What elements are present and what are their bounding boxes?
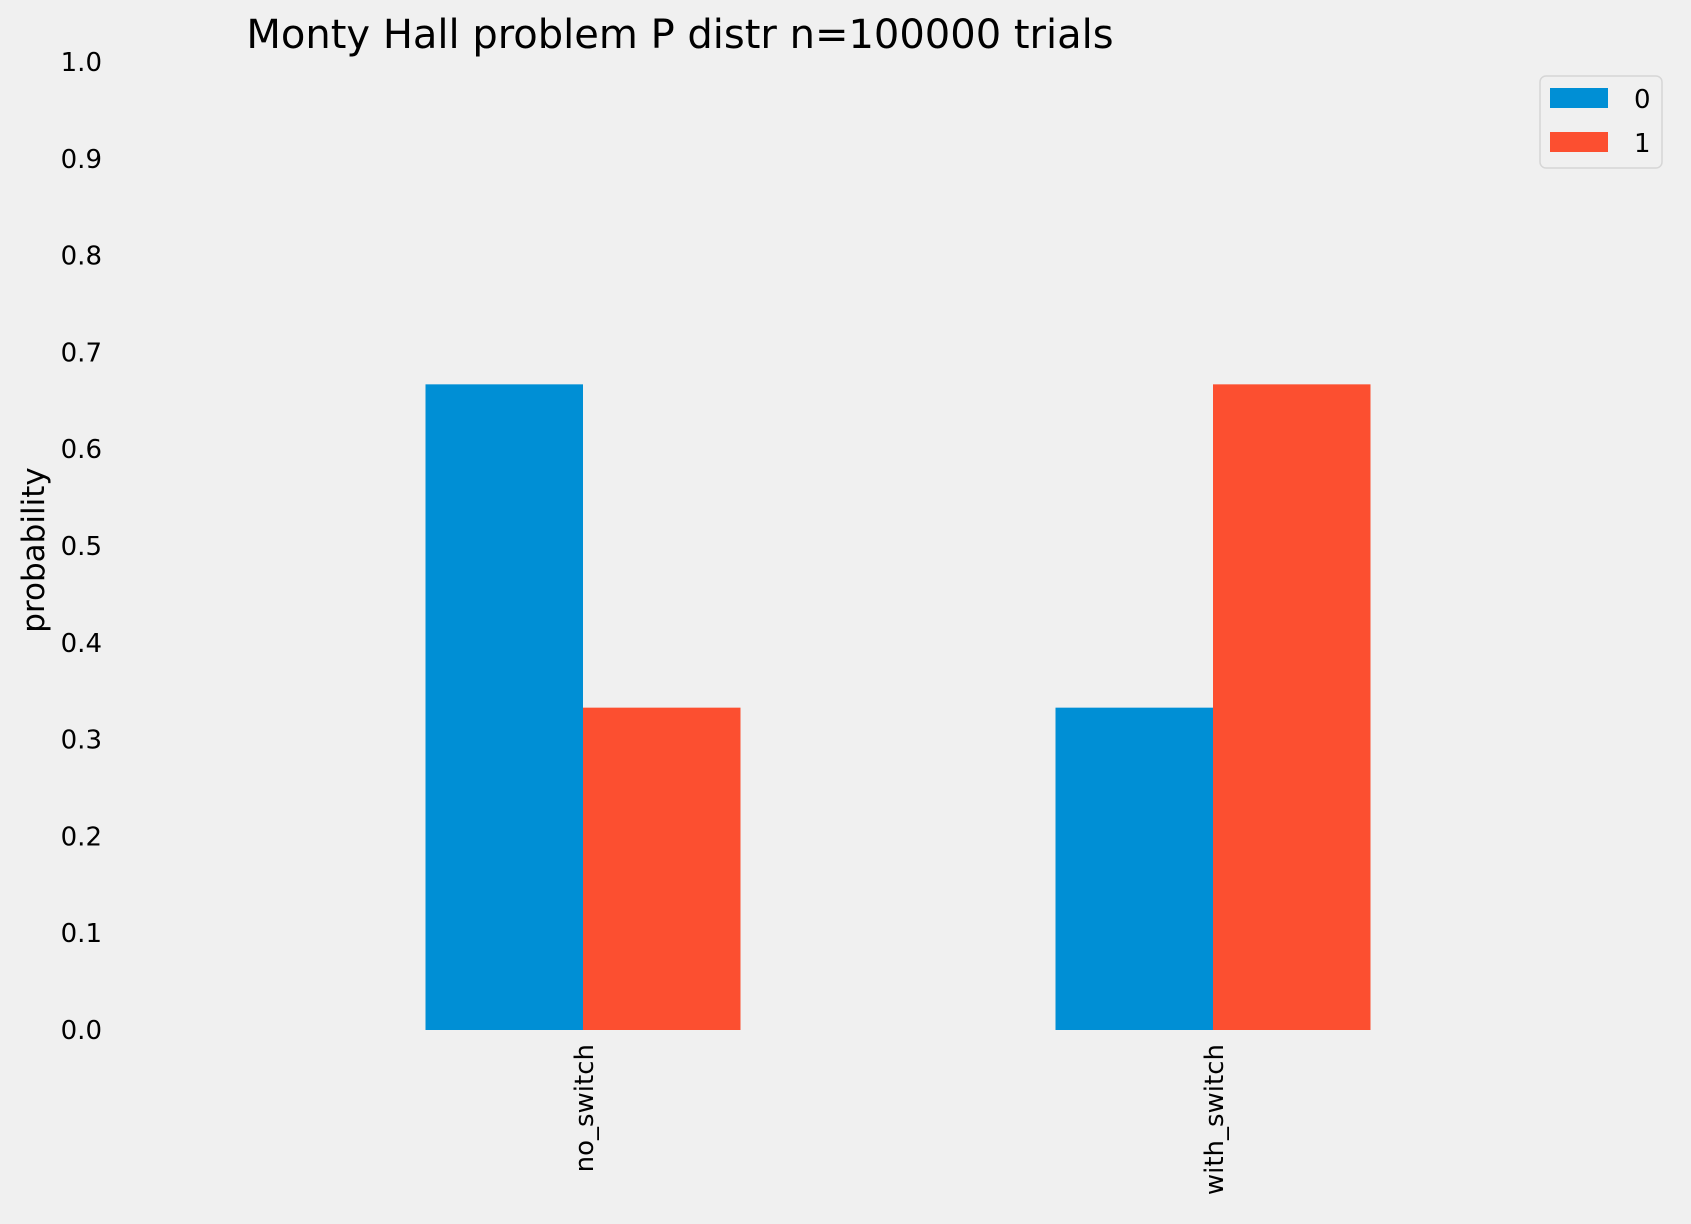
x-tick-label: with_switch <box>1200 1044 1230 1195</box>
y-axis-label: probability <box>16 467 52 632</box>
bar-no_switch-series-1 <box>583 707 741 1030</box>
y-tick-label: 1.0 <box>61 48 102 78</box>
legend-label: 0 <box>1634 85 1651 115</box>
legend-swatch-0 <box>1550 88 1608 108</box>
x-tick-label: no_switch <box>570 1044 600 1172</box>
y-tick-label: 0.1 <box>61 919 102 949</box>
y-tick-label: 0.7 <box>61 338 102 368</box>
y-tick-label: 0.4 <box>61 629 102 659</box>
legend-swatch-1 <box>1550 132 1608 152</box>
x-axis-ticks: no_switch with_switch <box>570 1044 1230 1195</box>
bar-with_switch-series-1 <box>1213 384 1371 1030</box>
y-tick-label: 0.3 <box>61 726 102 756</box>
y-tick-label: 0.6 <box>61 435 102 465</box>
bars-group <box>425 384 1371 1030</box>
y-axis-ticks: 0.0 0.1 0.2 0.3 0.4 0.5 0.6 0.7 0.8 0.9 1.0 <box>61 48 102 1046</box>
legend: 01 <box>1539 75 1663 169</box>
y-tick-label: 0.8 <box>61 242 102 272</box>
y-tick-label: 0.9 <box>61 145 102 175</box>
y-tick-label: 0.5 <box>61 532 102 562</box>
legend-label: 1 <box>1634 129 1651 159</box>
y-tick-label: 0.0 <box>61 1016 102 1046</box>
chart-title: Monty Hall problem P distr n=100000 tria… <box>246 12 1113 58</box>
y-tick-label: 0.2 <box>61 822 102 852</box>
bar-with_switch-series-0 <box>1055 707 1213 1030</box>
bar-no_switch-series-0 <box>425 384 583 1030</box>
